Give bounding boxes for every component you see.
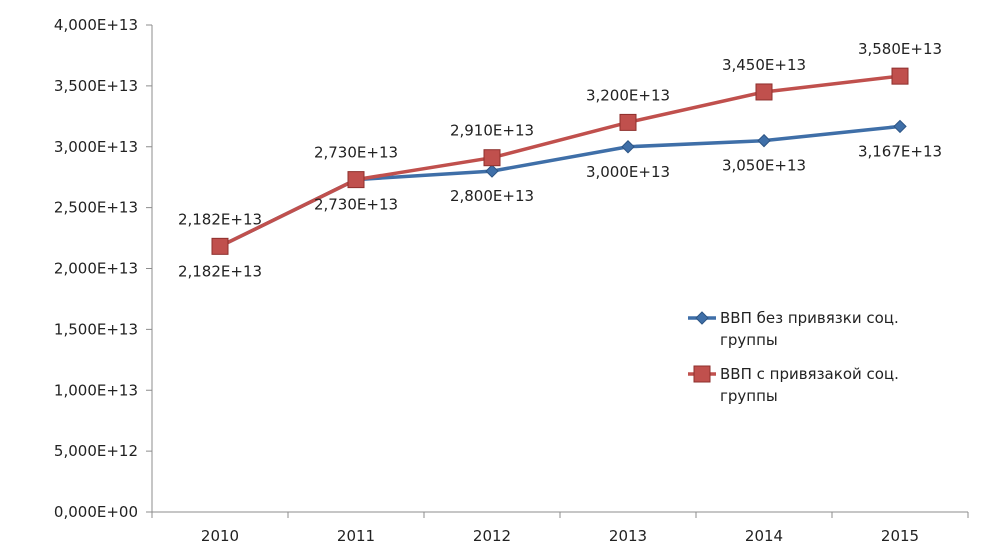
legend-marker-2 — [693, 365, 711, 383]
y-tick-label: 3,500E+13 — [54, 77, 138, 95]
data-labels: 2,182E+13 2,730E+13 2,800E+13 3,000E+13 3,05… — [178, 40, 942, 280]
series-2-data-label: 3,450E+13 — [722, 56, 806, 74]
y-tick-label: 2,000E+13 — [54, 260, 138, 278]
y-tick-label: 1,500E+13 — [54, 320, 138, 338]
legend-entry-2-text: группы — [720, 387, 778, 405]
series-2-point — [891, 67, 909, 85]
y-tick-label: 0,000E+00 — [54, 503, 138, 521]
series-2-point — [347, 171, 365, 189]
series-1-point — [485, 164, 499, 178]
series-1-point — [893, 119, 907, 134]
series-markers — [211, 67, 909, 255]
x-tick-label: 2014 — [745, 527, 783, 545]
series-2-point — [755, 83, 773, 101]
series-2-data-label: 2,182E+13 — [178, 210, 262, 228]
x-tick-label: 2012 — [473, 527, 511, 545]
series-1-data-label: 2,800E+13 — [450, 187, 534, 205]
series-1-point — [621, 140, 635, 154]
series-lines — [219, 74, 901, 248]
legend-entry-2-text: ВВП с привязакой соц. — [720, 365, 899, 383]
legend-entry-1-text: группы — [720, 331, 778, 349]
x-tick-label: 2011 — [337, 527, 375, 545]
legend: ВВП без привязки соц. группы ВВП с привяза… — [688, 309, 899, 405]
y-tick-label: 1,000E+13 — [54, 381, 138, 399]
series-2-point — [211, 237, 229, 255]
x-tick-label: 2013 — [609, 527, 647, 545]
series-1-point — [757, 133, 771, 148]
x-tick-label: 2010 — [201, 527, 239, 545]
series-1-data-label: 2,182E+13 — [178, 262, 262, 280]
series-2-point — [619, 113, 637, 131]
x-tick-label: 2015 — [881, 527, 919, 545]
series-2-data-label: 3,580E+13 — [858, 40, 942, 58]
y-tick-label: 2,500E+13 — [54, 199, 138, 217]
series-1-data-label: 3,050E+13 — [722, 157, 806, 175]
legend-entry-1-text: ВВП без привязки соц. — [720, 309, 899, 327]
y-axis-ticks: 0,000E+00 5,000E+12 1,000E+13 1,500E+13 2,00… — [54, 16, 152, 521]
series-1-data-label: 2,730E+13 — [314, 196, 398, 214]
y-tick-label: 3,000E+13 — [54, 138, 138, 156]
legend-marker-1 — [695, 311, 709, 325]
series-2-data-label: 2,910E+13 — [450, 122, 534, 140]
y-tick-label: 5,000E+12 — [54, 442, 138, 460]
x-axis-ticks: 2010 2011 2012 2013 2014 2015 — [151, 512, 969, 545]
series-line-2 — [219, 74, 901, 248]
series-1-data-label: 3,167E+13 — [858, 142, 942, 160]
y-tick-label: 4,000E+13 — [54, 16, 138, 34]
series-1-data-label: 3,000E+13 — [586, 163, 670, 181]
series-2-data-label: 2,730E+13 — [314, 144, 398, 162]
series-2-point — [483, 149, 501, 167]
axes — [151, 25, 968, 513]
series-2-data-label: 3,200E+13 — [586, 86, 670, 104]
